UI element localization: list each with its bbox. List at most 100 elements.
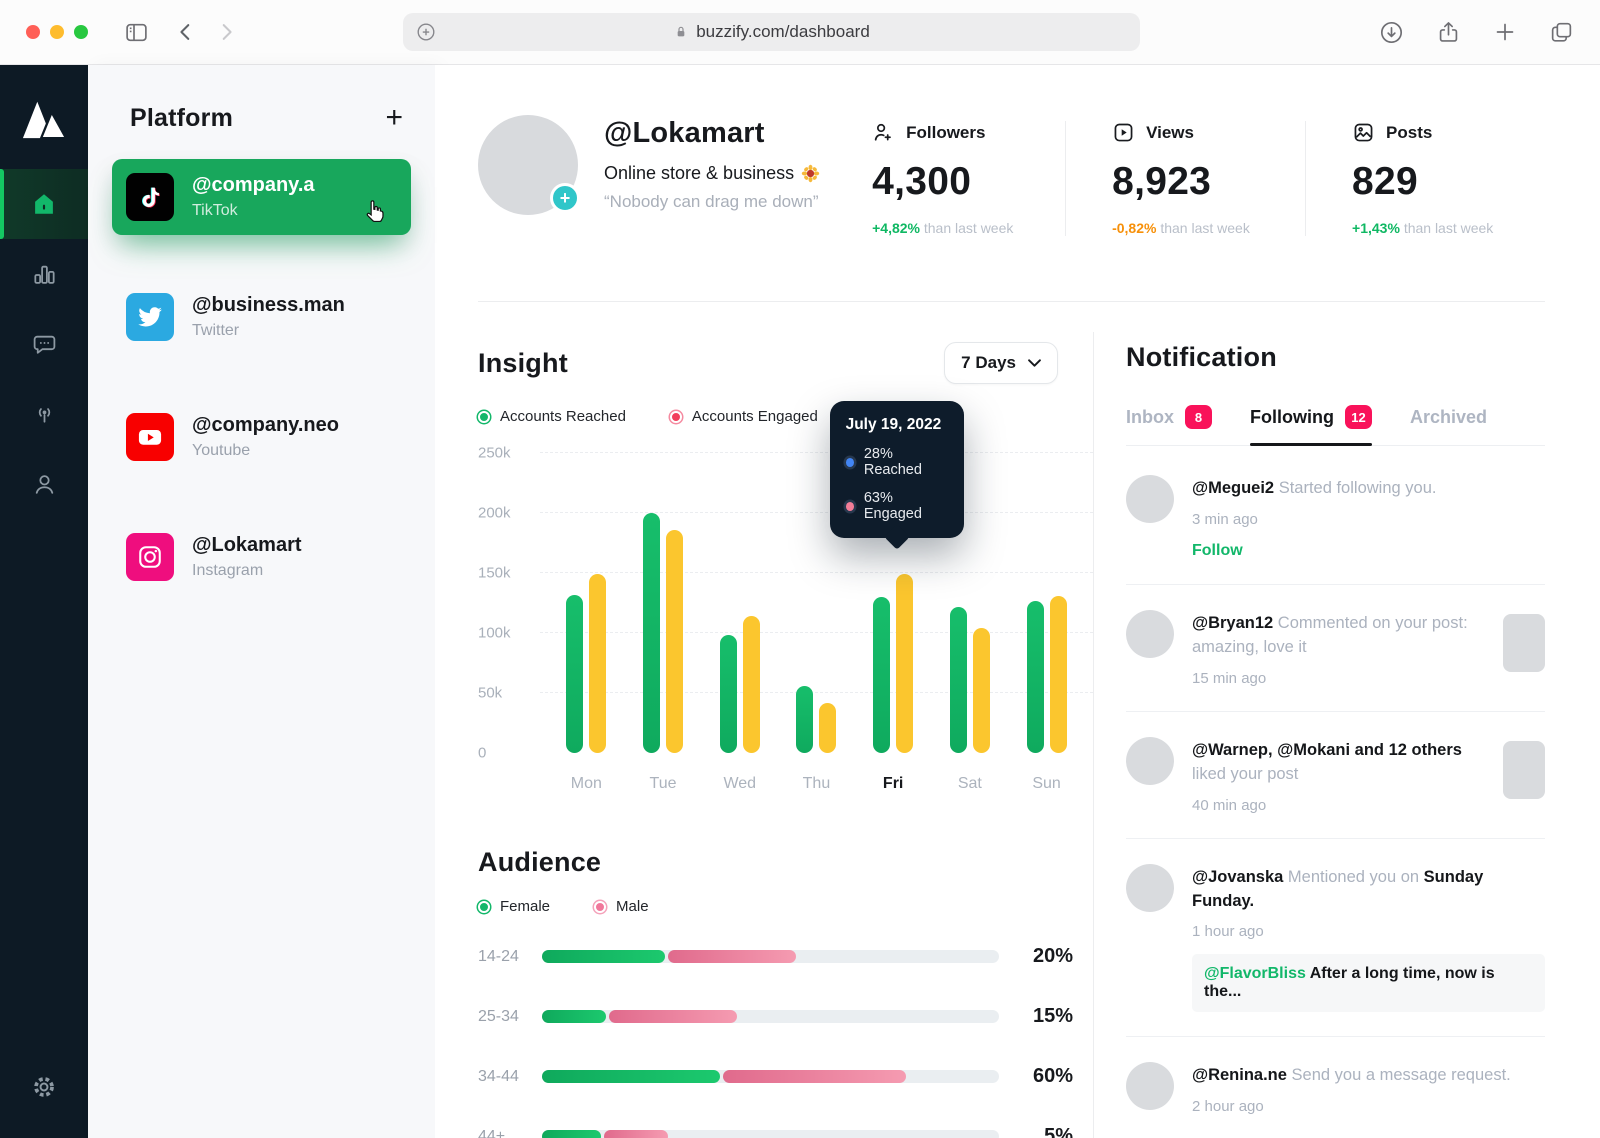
stat-value: 4,300 (872, 160, 972, 203)
bar-engaged-sun[interactable] (1049, 595, 1067, 753)
bar-reached-sun[interactable] (1026, 600, 1044, 753)
bar-group-sun[interactable] (1026, 453, 1067, 753)
minimize-window-button[interactable] (50, 25, 64, 39)
legend-label: Male (616, 898, 649, 915)
y-axis-tick: 150k (478, 564, 511, 582)
bar-group-thu[interactable] (796, 453, 837, 753)
post-thumbnail (1503, 740, 1545, 799)
notification-user[interactable]: @Renina.ne (1192, 1066, 1287, 1085)
notification-body: @Jovanska Mentioned you on Sunday Funday… (1192, 864, 1545, 1013)
follow-button[interactable]: Follow (1192, 541, 1243, 559)
address-bar[interactable]: buzzify.com/dashboard (403, 13, 1140, 51)
male-bar (668, 950, 797, 963)
sidebar-item-messages[interactable] (0, 309, 88, 379)
bar-reached-wed[interactable] (719, 635, 737, 753)
x-axis-tick-sat: Sat (957, 775, 982, 792)
tab-label: Following (1250, 406, 1334, 427)
notification-item[interactable]: @Jovanska Mentioned you on Sunday Funday… (1126, 839, 1545, 1038)
notification-message-bold: Sunday Funday. (1192, 867, 1484, 910)
stat-value: 8,923 (1112, 160, 1212, 203)
close-window-button[interactable] (26, 25, 40, 39)
audience-value: 20% (1032, 945, 1073, 967)
notification-item[interactable]: @Meguei2 Started following you. 3 min ago… (1126, 450, 1545, 585)
legend-label: Accounts Reached (500, 408, 626, 425)
sidebar-item-home[interactable] (0, 169, 88, 239)
audience-track (542, 1010, 999, 1023)
main-content: + @Lokamart Online store & business “Nob… (435, 65, 1600, 1138)
profile-bio: Online store & business (604, 163, 795, 183)
bar-reached-thu[interactable] (796, 685, 814, 753)
share-icon[interactable] (1436, 20, 1461, 45)
bar-group-tue[interactable] (643, 453, 684, 753)
y-axis-tick: 250k (478, 444, 511, 462)
bar-engaged-fri[interactable] (896, 574, 914, 753)
notification-item[interactable]: @Bryan12 Commented on your post: amazing… (1126, 585, 1545, 712)
platform-item-tiktok[interactable]: @company.a TikTok (112, 159, 411, 235)
notification-user[interactable]: @Meguei2 (1192, 479, 1275, 497)
sidebar-toggle-icon[interactable] (124, 20, 149, 45)
new-tab-icon[interactable] (1493, 20, 1517, 44)
section-divider (478, 301, 1545, 302)
platform-item-twitter[interactable]: @business.man Twitter (112, 279, 411, 355)
tab-overview-icon[interactable] (1549, 20, 1574, 45)
tab-archived[interactable]: Archived (1410, 405, 1487, 445)
platform-network: Instagram (192, 562, 264, 579)
bar-engaged-wed[interactable] (742, 616, 760, 753)
zoom-window-button[interactable] (74, 25, 88, 39)
bar-engaged-mon[interactable] (589, 574, 607, 753)
notification-time: 15 min ago (1192, 669, 1267, 687)
forward-icon[interactable] (215, 21, 237, 43)
tab-inbox[interactable]: Inbox 8 (1126, 405, 1212, 445)
profile-header: + @Lokamart Online store & business “Nob… (478, 65, 1600, 258)
tooltip-engaged: 63% Engaged (863, 490, 922, 522)
audience-row-44plus: 44+ 5% (478, 1125, 1073, 1138)
user-icon (35, 474, 53, 494)
sidebar-item-profile[interactable] (0, 449, 88, 519)
x-axis-tick-tue: Tue (649, 775, 677, 792)
notification-user[interactable]: @Warnep, @Mokani and 12 others (1192, 740, 1462, 759)
platform-item-instagram[interactable]: @Lokamart Instagram (112, 519, 411, 595)
avatar (1126, 475, 1174, 523)
insight-x-axis: Mon Tue Wed Thu Fri Sat Sun (540, 775, 1093, 793)
bar-reached-tue[interactable] (643, 513, 661, 753)
notification-message: Started following you. (1274, 479, 1437, 497)
notification-text: @Bryan12 Commented on your post: amazing… (1192, 612, 1485, 660)
add-platform-button[interactable]: + (377, 103, 411, 133)
bar-engaged-tue[interactable] (666, 529, 684, 753)
bar-group-fri[interactable] (873, 453, 914, 753)
notification-body: @Warnep, @Mokani and 12 others liked you… (1192, 737, 1485, 814)
bar-group-mon[interactable] (566, 453, 607, 753)
add-story-button[interactable]: + (550, 183, 580, 213)
tab-following[interactable]: Following 12 (1250, 405, 1372, 446)
bar-engaged-thu[interactable] (819, 702, 837, 753)
bar-group-wed[interactable] (719, 453, 760, 753)
chevron-down-icon (1028, 359, 1041, 367)
downloads-icon[interactable] (1379, 20, 1404, 45)
bar-engaged-sat[interactable] (972, 628, 990, 753)
bar-reached-fri[interactable] (873, 597, 891, 753)
notification-user[interactable]: @Bryan12 (1192, 613, 1274, 632)
stat-posts: Posts 829 +1,43% than last week (1305, 121, 1545, 236)
audience-legend: Female Male (478, 898, 1093, 915)
bar-reached-sat[interactable] (949, 606, 967, 753)
notification-user[interactable]: @Jovanska (1192, 867, 1284, 886)
bar-reached-mon[interactable] (566, 594, 584, 753)
quote-user[interactable]: @FlavorBliss (1204, 965, 1306, 983)
new-tab-circle-icon[interactable] (415, 21, 437, 43)
audience-section: Audience Female Male 14-24 20% 25-34 15% 34-… (478, 847, 1093, 1138)
notification-item[interactable]: @Warnep, @Mokani and 12 others liked you… (1126, 712, 1545, 839)
insight-legend: Accounts Reached Accounts Engaged (478, 408, 1093, 425)
notification-item[interactable]: @Renina.ne Send you a message request. 2 … (1126, 1037, 1545, 1138)
back-icon[interactable] (175, 21, 197, 43)
app-logo[interactable] (21, 65, 67, 169)
x-axis-tick-sun: Sun (1032, 775, 1061, 792)
platform-item-youtube[interactable]: @company.neo Youtube (112, 399, 411, 475)
y-axis-tick: 100k (478, 624, 511, 642)
date-range-dropdown[interactable]: 7 Days (944, 342, 1058, 384)
settings-gear-icon[interactable] (31, 1074, 57, 1100)
quoted-post: @FlavorBliss After a long time, now is t… (1192, 954, 1545, 1013)
inbox-badge: 8 (1185, 405, 1212, 429)
sidebar-item-analytics[interactable] (0, 239, 88, 309)
bar-group-sat[interactable] (949, 453, 990, 753)
sidebar-item-broadcast[interactable] (0, 379, 88, 449)
